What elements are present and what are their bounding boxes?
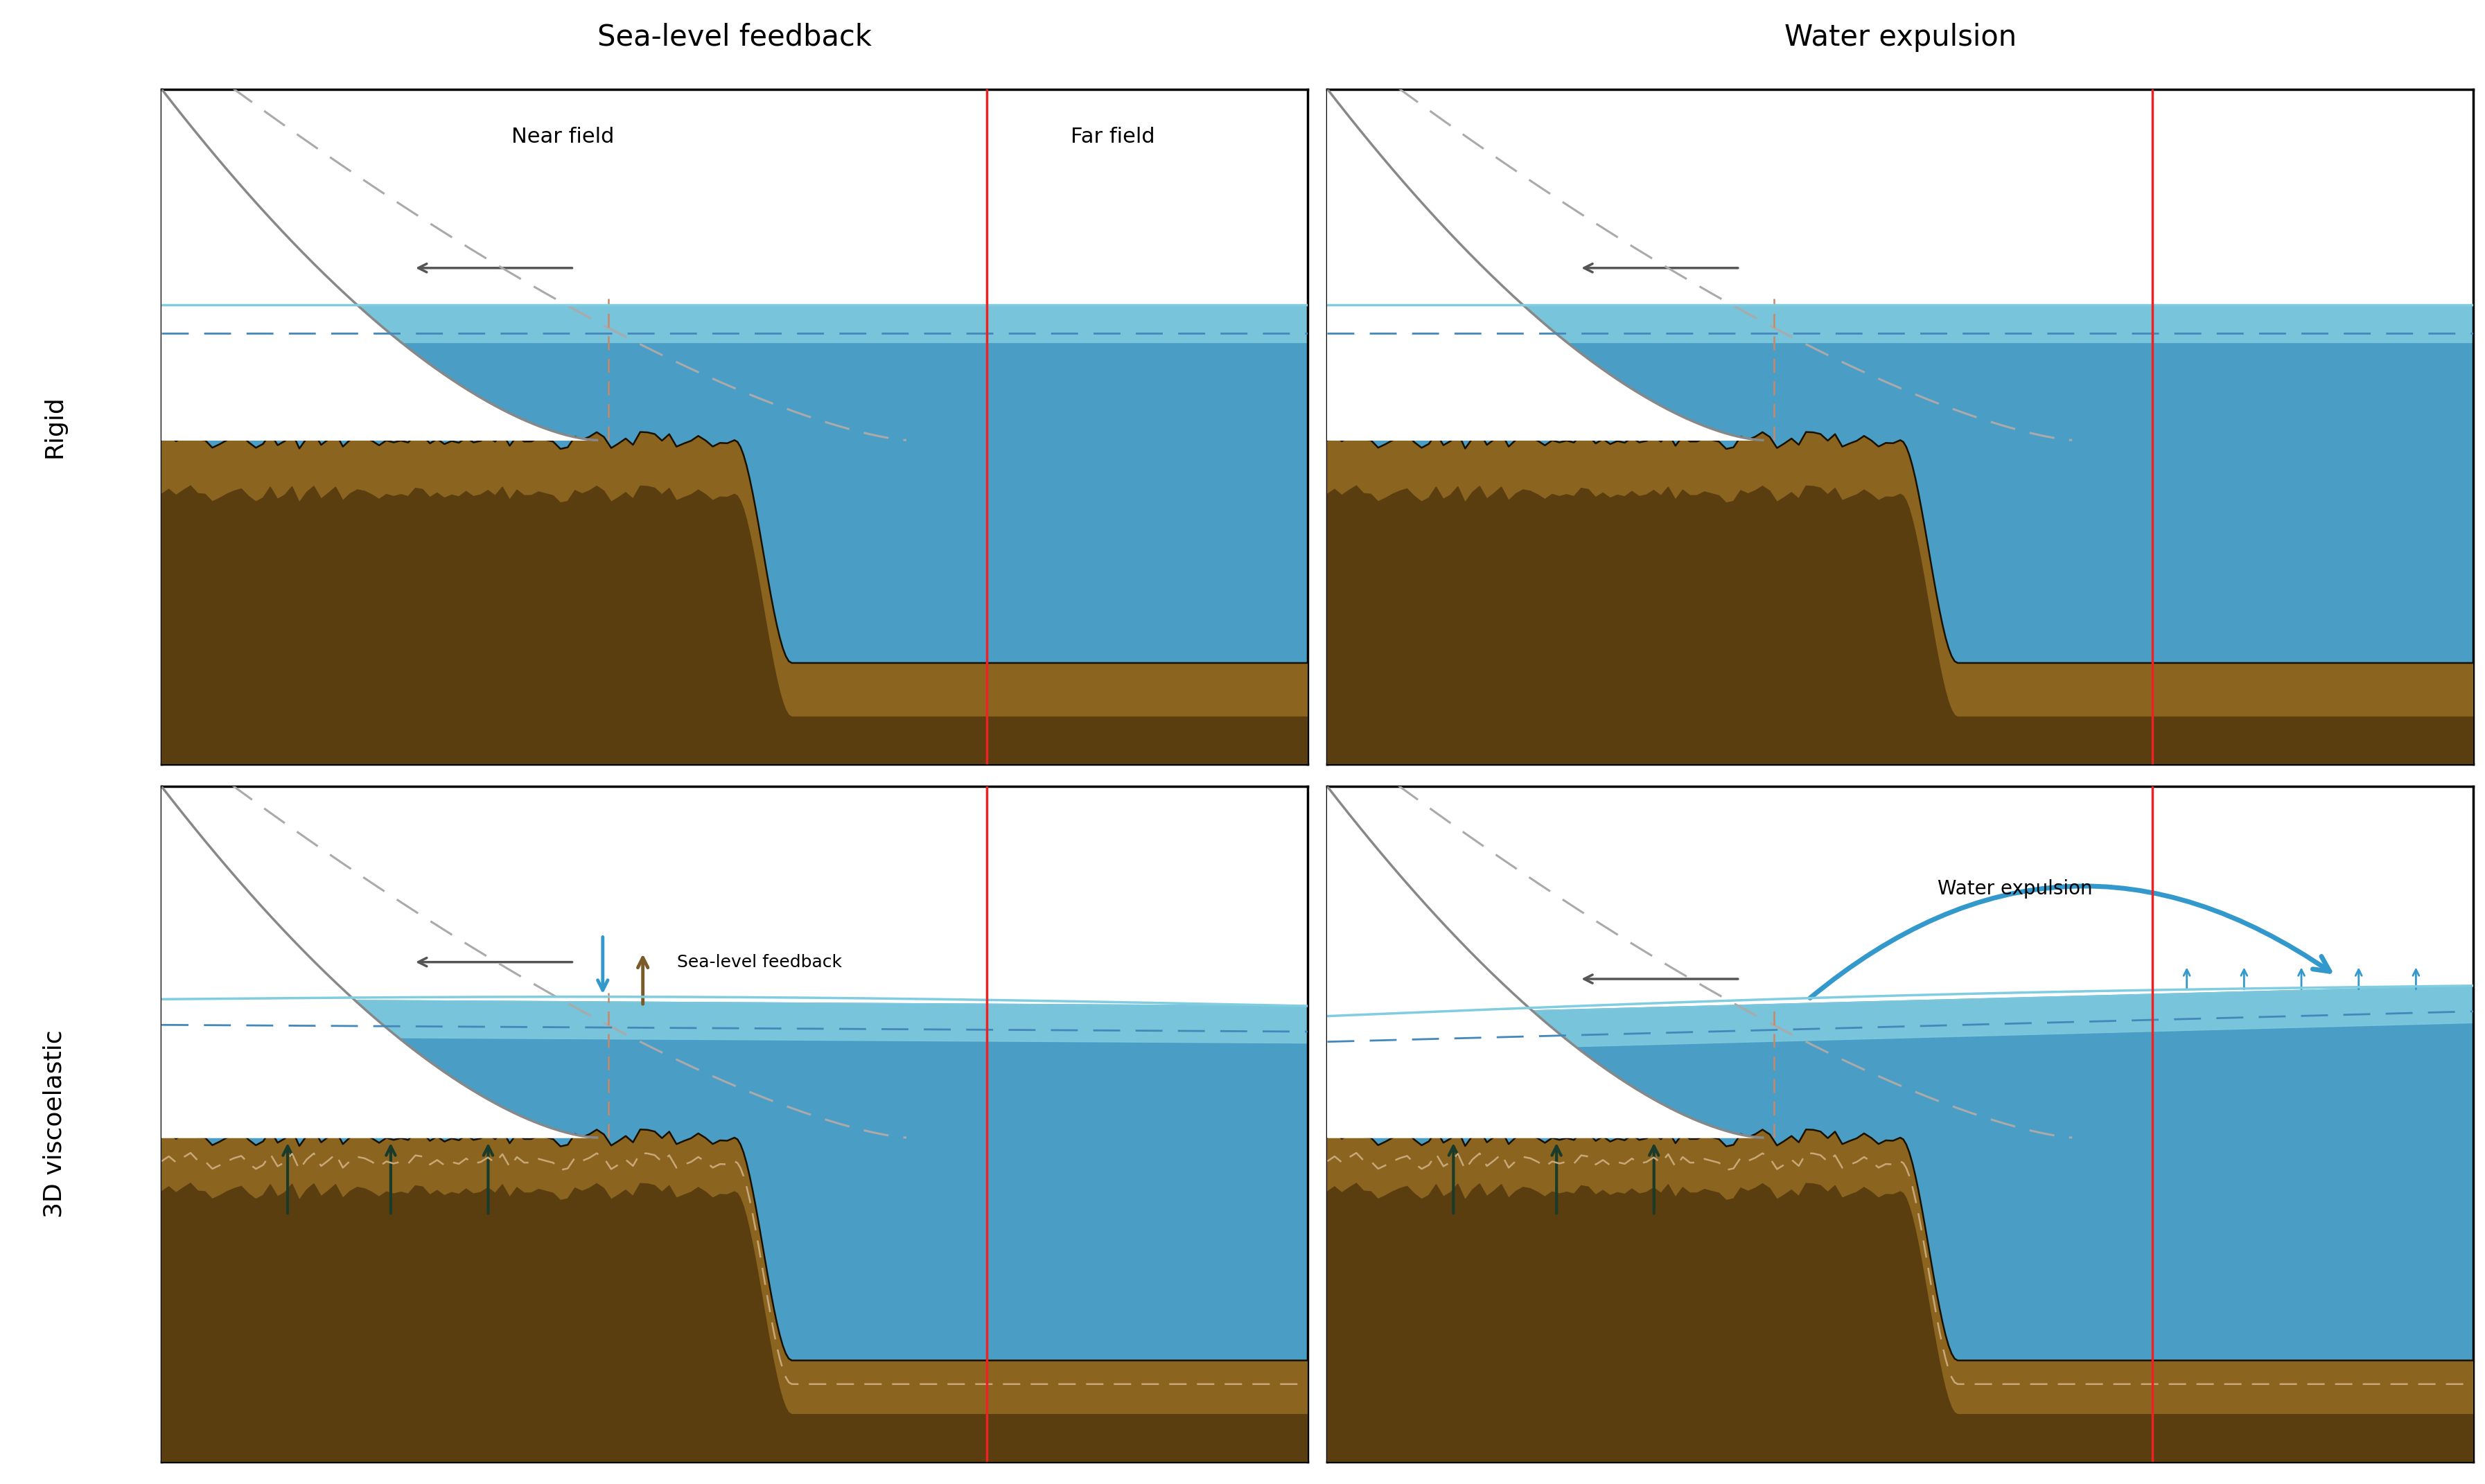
- Polygon shape: [162, 1183, 1307, 1462]
- Polygon shape: [162, 485, 1307, 764]
- Text: Water expulsion: Water expulsion: [1784, 22, 2015, 52]
- Polygon shape: [162, 999, 1307, 1462]
- Polygon shape: [162, 306, 1307, 343]
- Polygon shape: [162, 89, 596, 441]
- Polygon shape: [1327, 985, 2473, 1462]
- Text: 3D viscoelastic: 3D viscoelastic: [42, 1030, 67, 1218]
- Text: Rigid: Rigid: [42, 395, 67, 459]
- Polygon shape: [162, 787, 596, 1138]
- Polygon shape: [1327, 985, 2473, 1054]
- Polygon shape: [1327, 89, 1762, 441]
- Polygon shape: [1327, 1183, 2473, 1462]
- Polygon shape: [162, 306, 1307, 764]
- Text: Near field: Near field: [512, 128, 614, 147]
- Polygon shape: [162, 432, 1307, 764]
- Polygon shape: [162, 1129, 1307, 1462]
- Polygon shape: [1327, 1129, 2473, 1462]
- Text: Sea-level feedback: Sea-level feedback: [676, 954, 842, 971]
- Text: Far field: Far field: [1071, 128, 1156, 147]
- Polygon shape: [1327, 306, 2473, 343]
- Polygon shape: [162, 999, 1307, 1043]
- Polygon shape: [1327, 432, 2473, 764]
- Polygon shape: [1327, 306, 2473, 764]
- Polygon shape: [1327, 485, 2473, 764]
- Polygon shape: [1327, 787, 1762, 1138]
- Text: Sea-level feedback: Sea-level feedback: [596, 22, 872, 52]
- Text: Water expulsion: Water expulsion: [1936, 880, 2092, 899]
